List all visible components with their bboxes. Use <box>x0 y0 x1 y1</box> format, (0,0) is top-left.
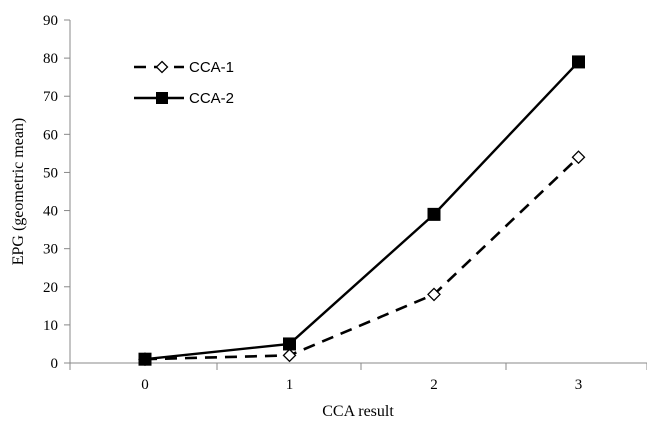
y-tick-label: 30 <box>43 242 58 258</box>
data-point <box>571 150 586 165</box>
data-point <box>572 55 585 69</box>
y-tick-label: 40 <box>43 204 58 220</box>
y-tick-label: 70 <box>43 89 58 105</box>
series-line <box>144 61 580 361</box>
y-tick-label: 50 <box>43 165 58 181</box>
plot-series <box>138 55 586 367</box>
x-axis-title: CCA result <box>322 403 394 420</box>
x-tick-label: 1 <box>286 377 294 393</box>
x-tick-label: 0 <box>141 377 149 393</box>
legend-marker <box>155 60 169 74</box>
x-tick-label: 3 <box>575 377 583 393</box>
y-tick-label: 0 <box>51 356 59 372</box>
data-point <box>427 287 441 302</box>
legend-label: CCA-2 <box>189 90 234 107</box>
y-tick-label: 20 <box>43 280 58 296</box>
x-tick-label: 2 <box>430 377 438 393</box>
data-point <box>427 207 441 221</box>
data-point <box>282 348 297 363</box>
y-tick-label: 60 <box>43 127 58 143</box>
legend-marker <box>156 92 168 104</box>
y-axis: 0 10 20 30 40 50 60 70 80 90 <box>43 13 71 372</box>
series-cca-1 <box>138 150 586 367</box>
legend-item: CCA-1 <box>134 59 234 76</box>
data-point <box>283 337 296 351</box>
y-tick-label: 80 <box>43 51 58 67</box>
legend: CCA-1 CCA-2 <box>134 59 234 107</box>
legend-label: CCA-1 <box>189 59 234 76</box>
legend-item: CCA-2 <box>134 90 234 107</box>
x-axis: 0 1 2 3 <box>69 362 647 393</box>
data-point <box>138 352 152 366</box>
y-axis-title: EPG (geometric mean) <box>10 118 27 266</box>
y-tick-label: 90 <box>43 13 58 29</box>
series-line <box>144 156 580 361</box>
y-tick-label: 10 <box>43 318 58 334</box>
series-cca-2 <box>138 55 585 366</box>
